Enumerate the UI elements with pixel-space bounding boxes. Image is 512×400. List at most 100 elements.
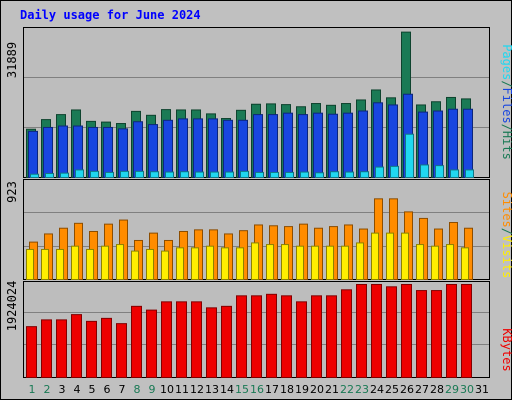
- bar-pages-day-25: [390, 165, 399, 178]
- bar-kbytes-day-14: [221, 305, 232, 378]
- bar-pages-day-13: [210, 171, 219, 179]
- bar-pages-day-4: [75, 169, 84, 179]
- bar-kbytes-day-11: [176, 301, 187, 379]
- bar-files-day-21: [328, 113, 338, 178]
- y-max-label-hits: 31889: [5, 42, 19, 78]
- x-tick-label-day-25: 25: [385, 383, 399, 396]
- bar-files-day-16: [253, 114, 263, 179]
- bar-kbytes-day-21: [326, 295, 337, 378]
- bar-files-day-9: [148, 124, 158, 178]
- x-tick-label-day-2: 2: [44, 383, 51, 396]
- legend-kbytes: KBytes: [500, 328, 512, 371]
- bar-pages-day-19: [300, 171, 309, 179]
- bar-kbytes-day-9: [146, 309, 157, 378]
- bar-pages-day-16: [255, 171, 264, 179]
- bar-kbytes-day-10: [161, 301, 172, 379]
- kbytes-panel: 1924024 KBytes: [5, 281, 512, 379]
- x-tick-label-day-9: 9: [149, 383, 156, 396]
- x-tick-label-day-16: 16: [250, 383, 264, 396]
- bar-kbytes-day-22: [341, 289, 352, 378]
- bar-files-day-6: [103, 126, 113, 178]
- bar-pages-day-30: [465, 169, 474, 179]
- x-tick-label-day-31: 31: [475, 383, 489, 396]
- x-tick-label-day-8: 8: [134, 383, 141, 396]
- bar-files-day-7: [118, 128, 128, 179]
- bar-kbytes-day-28: [431, 290, 442, 378]
- legend-item: Pages: [500, 44, 512, 80]
- bar-pages-day-22: [345, 171, 354, 179]
- bar-pages-day-17: [270, 171, 279, 179]
- bar-sites-day-4: [71, 245, 79, 281]
- bar-sites-day-14: [221, 247, 229, 281]
- x-tick-label-day-23: 23: [355, 383, 369, 396]
- legend-item: KBytes: [500, 328, 512, 371]
- bar-sites-day-9: [146, 248, 154, 280]
- bar-pages-day-1: [30, 173, 39, 179]
- bar-files-day-24: [373, 102, 383, 178]
- bar-kbytes-day-24: [371, 284, 382, 378]
- bar-pages-day-26: [405, 133, 414, 179]
- x-tick-label-day-3: 3: [59, 383, 66, 396]
- x-tick-label-day-27: 27: [415, 383, 429, 396]
- bar-files-day-5: [88, 126, 98, 178]
- bar-pages-day-15: [240, 170, 249, 178]
- bar-sites-day-24: [371, 232, 379, 280]
- x-tick-label-day-6: 6: [104, 383, 111, 396]
- bar-files-day-22: [343, 112, 353, 178]
- bar-kbytes-day-4: [71, 314, 82, 378]
- bar-files-day-20: [313, 112, 323, 178]
- bar-sites-day-8: [131, 250, 139, 280]
- legend-item: Sites: [500, 192, 512, 228]
- bar-files-day-18: [283, 112, 293, 178]
- bar-sites-day-5: [86, 248, 94, 280]
- bar-sites-day-1: [26, 248, 34, 280]
- legend-sites-visits: Sites/Visits: [500, 192, 512, 279]
- bar-kbytes-day-18: [281, 295, 292, 378]
- bar-files-day-23: [358, 110, 368, 178]
- bar-kbytes-day-17: [266, 293, 277, 378]
- bar-sites-day-16: [251, 242, 259, 281]
- bar-kbytes-day-15: [236, 295, 247, 378]
- bar-pages-day-27: [420, 164, 429, 179]
- legend-item: Files: [500, 88, 512, 124]
- bar-pages-day-14: [225, 171, 234, 179]
- legend-item: Hits: [500, 131, 512, 160]
- bar-kbytes-day-30: [461, 284, 472, 378]
- y-max-label-kbytes: 1924024: [5, 281, 19, 332]
- bar-kbytes-day-1: [26, 326, 37, 378]
- bar-kbytes-day-26: [401, 284, 412, 378]
- sites-visits-panel: 923 Sites/Visits: [5, 179, 512, 281]
- x-tick-label-day-26: 26: [400, 383, 414, 396]
- bar-pages-day-5: [90, 170, 99, 178]
- bar-pages-day-9: [150, 171, 159, 179]
- x-tick-label-day-17: 17: [265, 383, 279, 396]
- bar-files-day-14: [223, 119, 233, 178]
- bar-pages-day-8: [135, 170, 144, 178]
- bar-sites-day-30: [461, 247, 469, 281]
- chart-title: Daily usage for June 2024: [20, 8, 201, 22]
- bar-kbytes-day-16: [251, 295, 262, 378]
- legend-item: Visits: [500, 235, 512, 278]
- legend-hits-files-pages: Pages/Files/Hits: [500, 44, 512, 160]
- bar-sites-day-10: [161, 250, 169, 280]
- x-tick-label-day-29: 29: [445, 383, 459, 396]
- bar-pages-day-7: [120, 170, 129, 178]
- legend-item: /: [500, 80, 512, 87]
- x-tick-label-day-7: 7: [119, 383, 126, 396]
- bar-sites-day-23: [356, 242, 364, 281]
- bar-pages-day-10: [165, 171, 174, 179]
- bar-kbytes-day-27: [416, 290, 427, 378]
- bar-kbytes-day-12: [191, 301, 202, 379]
- bar-pages-day-28: [435, 165, 444, 178]
- x-tick-label-day-10: 10: [160, 383, 174, 396]
- bar-sites-day-20: [311, 245, 319, 281]
- x-tick-label-day-1: 1: [29, 383, 36, 396]
- bar-sites-day-29: [446, 244, 454, 281]
- x-tick-label-day-11: 11: [175, 383, 189, 396]
- bar-sites-day-7: [116, 244, 124, 281]
- bar-files-day-30: [463, 108, 473, 178]
- bar-pages-day-18: [285, 171, 294, 179]
- bar-kbytes-day-2: [41, 319, 52, 378]
- bar-pages-day-2: [45, 173, 54, 178]
